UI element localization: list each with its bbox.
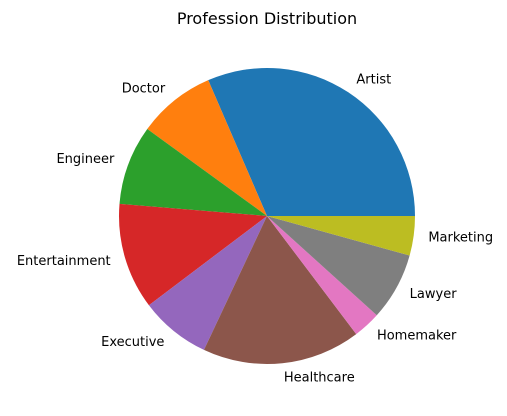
pie-slice-engineer [119, 129, 268, 216]
pie-label-engineer: Engineer [56, 152, 115, 167]
pie-label-homemaker: Homemaker [377, 329, 457, 344]
pie-slice-artist [208, 68, 415, 217]
pie-label-lawyer: Lawyer [410, 287, 458, 302]
pie-labels: Artist Doctor Engineer Entertainment Executi… [17, 72, 493, 385]
pie-slice-marketing [267, 216, 415, 256]
pie-label-marketing: Marketing [428, 230, 493, 245]
pie-label-artist: Artist [356, 72, 391, 87]
pie-label-doctor: Doctor [122, 81, 166, 96]
pie-slice-executive [148, 216, 267, 350]
pie-slice-doctor [147, 80, 267, 216]
pie-label-healthcare: Healthcare [284, 370, 355, 385]
pie-slice-homemaker [267, 216, 377, 335]
pie-slice-lawyer [267, 216, 410, 316]
chart-title: Profession Distribution [177, 9, 357, 28]
pie-label-executive: Executive [101, 335, 164, 350]
pie-label-entertainment: Entertainment [17, 254, 111, 269]
pie-slice-healthcare [203, 216, 357, 364]
pie-slices [119, 68, 415, 364]
pie-slice-entertainment [119, 203, 268, 306]
